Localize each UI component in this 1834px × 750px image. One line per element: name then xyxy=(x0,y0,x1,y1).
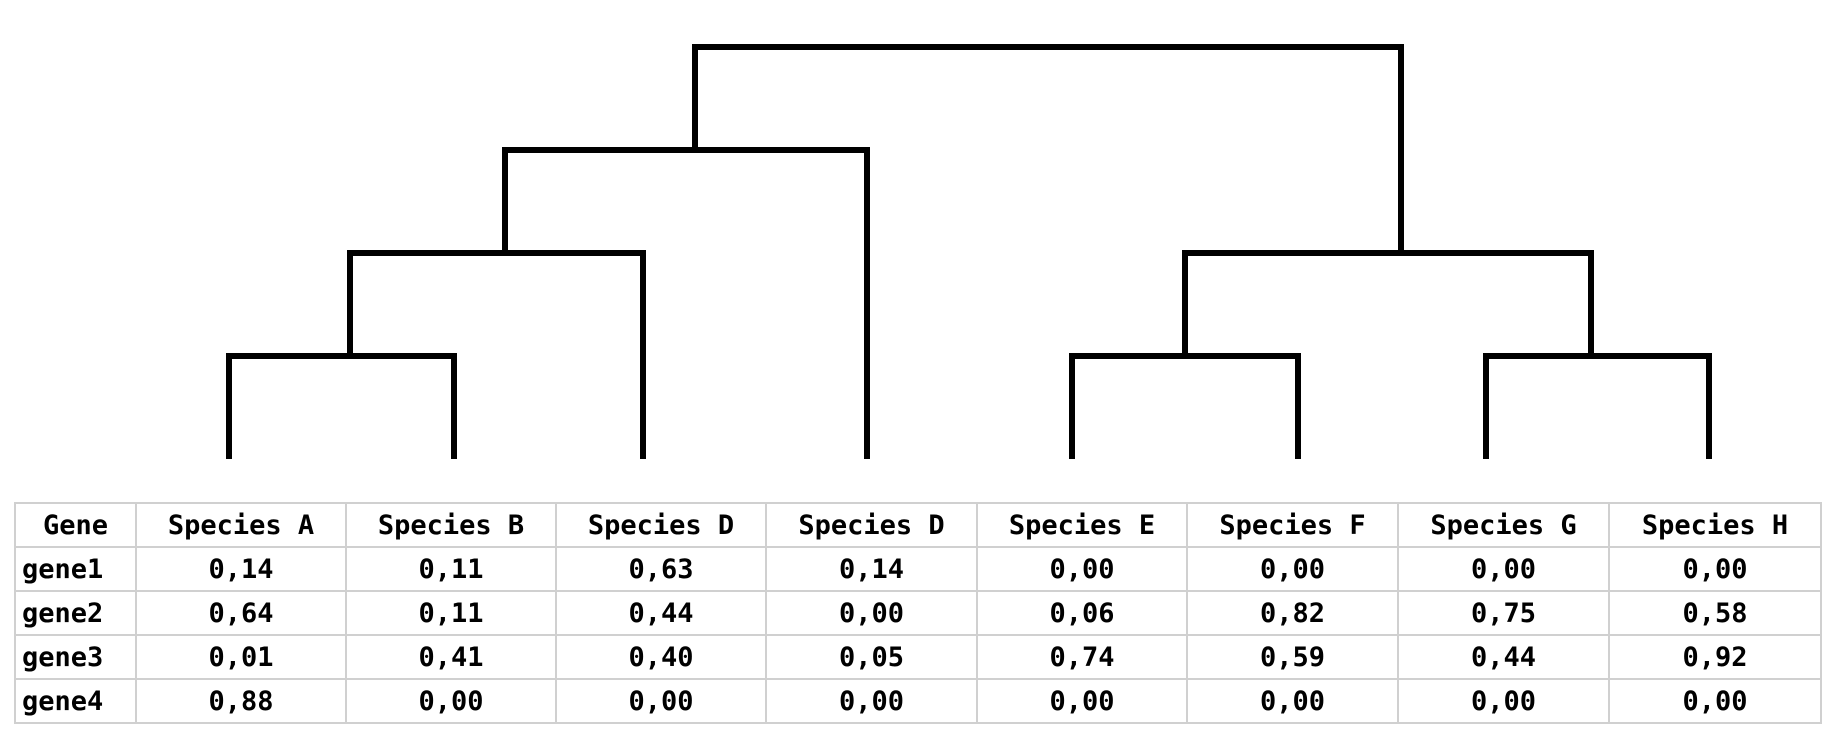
table-cell: 0,00 xyxy=(765,678,978,724)
table-cell: 0,82 xyxy=(1186,590,1399,636)
table-cell: 0,40 xyxy=(555,634,767,680)
table-cell: 0,00 xyxy=(976,678,1188,724)
table-header-row: Gene Species A Species B Species D Speci… xyxy=(14,502,1822,548)
table-cell: 0,00 xyxy=(345,678,557,724)
column-header-species-g: Species G xyxy=(1397,502,1610,548)
table-cell: 0,01 xyxy=(135,634,347,680)
table-cell: 0,05 xyxy=(765,634,978,680)
table-row: gene2 0,64 0,11 0,44 0,00 0,06 0,82 0,75… xyxy=(14,590,1822,636)
table-cell: 0,00 xyxy=(1186,678,1399,724)
gene-name-cell: gene4 xyxy=(14,678,137,724)
column-header-gene: Gene xyxy=(14,502,137,548)
dendrogram-branch-abc xyxy=(347,250,646,459)
table-cell: 0,00 xyxy=(1186,546,1399,592)
dendrogram-branch-efgh xyxy=(1182,250,1594,356)
gene-name-cell: gene1 xyxy=(14,546,137,592)
table-cell: 0,64 xyxy=(135,590,347,636)
table-cell: 0,44 xyxy=(555,590,767,636)
table-cell: 0,75 xyxy=(1397,590,1610,636)
table-cell: 0,41 xyxy=(345,634,557,680)
table-cell: 0,00 xyxy=(1397,546,1610,592)
gene-name-cell: gene2 xyxy=(14,590,137,636)
column-header-species-c: Species D xyxy=(555,502,767,548)
table-row: gene4 0,88 0,00 0,00 0,00 0,00 0,00 0,00… xyxy=(14,678,1822,724)
table-row: gene3 0,01 0,41 0,40 0,05 0,74 0,59 0,44… xyxy=(14,634,1822,680)
column-header-species-h: Species H xyxy=(1608,502,1822,548)
table-cell: 0,14 xyxy=(765,546,978,592)
table-cell: 0,59 xyxy=(1186,634,1399,680)
gene-expression-table: Gene Species A Species B Species D Speci… xyxy=(14,502,1822,724)
gene-name-cell: gene3 xyxy=(14,634,137,680)
table-cell: 0,74 xyxy=(976,634,1188,680)
table-cell: 0,00 xyxy=(1608,546,1822,592)
table-cell: 0,44 xyxy=(1397,634,1610,680)
table-cell: 0,00 xyxy=(1397,678,1610,724)
table-cell: 0,11 xyxy=(345,590,557,636)
dendrogram-branch-gh xyxy=(1483,353,1712,459)
dendrogram-branch-ef xyxy=(1069,353,1301,459)
dendrogram-branch-abcd xyxy=(502,147,870,459)
column-header-species-f: Species F xyxy=(1186,502,1399,548)
table-cell: 0,14 xyxy=(135,546,347,592)
table-cell: 0,00 xyxy=(555,678,767,724)
column-header-species-b: Species B xyxy=(345,502,557,548)
table-cell: 0,92 xyxy=(1608,634,1822,680)
column-header-species-a: Species A xyxy=(135,502,347,548)
table-row: gene1 0,14 0,11 0,63 0,14 0,00 0,00 0,00… xyxy=(14,546,1822,592)
table-cell: 0,00 xyxy=(976,546,1188,592)
table-cell: 0,00 xyxy=(1608,678,1822,724)
dendrogram-branch-root xyxy=(692,44,1404,253)
table-cell: 0,06 xyxy=(976,590,1188,636)
table-cell: 0,88 xyxy=(135,678,347,724)
table-cell: 0,00 xyxy=(765,590,978,636)
table-cell: 0,11 xyxy=(345,546,557,592)
table-cell: 0,63 xyxy=(555,546,767,592)
table-cell: 0,58 xyxy=(1608,590,1822,636)
dendrogram-branch-ab xyxy=(226,353,457,459)
column-header-species-d: Species D xyxy=(765,502,978,548)
dendrogram xyxy=(226,44,1712,459)
column-header-species-e: Species E xyxy=(976,502,1188,548)
